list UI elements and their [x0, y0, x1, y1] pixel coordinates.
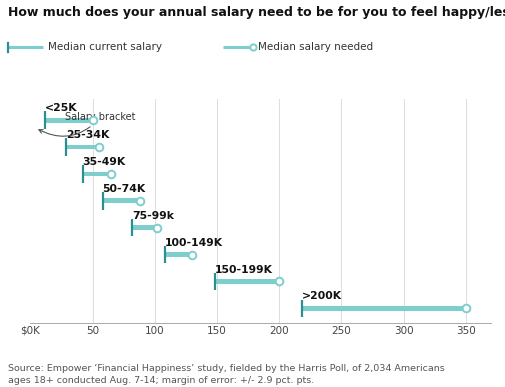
Text: 25-34K: 25-34K	[66, 130, 110, 140]
Bar	[66, 145, 98, 149]
Bar	[45, 118, 92, 123]
Bar	[103, 199, 139, 203]
Bar	[165, 252, 192, 257]
Bar	[132, 225, 157, 230]
Text: 75-99k: 75-99k	[132, 211, 174, 221]
Bar	[214, 279, 279, 284]
Text: Salary bracket: Salary bracket	[39, 112, 135, 136]
Text: Median current salary: Median current salary	[48, 42, 162, 52]
Text: Source: Empower ‘Financial Happiness’ study, fielded by the Harris Poll, of 2,03: Source: Empower ‘Financial Happiness’ st…	[8, 364, 443, 385]
Bar	[301, 306, 465, 311]
Bar	[82, 171, 111, 176]
Text: Median salary needed: Median salary needed	[258, 42, 373, 52]
Text: 50-74K: 50-74K	[103, 184, 145, 194]
Text: 35-49K: 35-49K	[82, 157, 126, 167]
Text: How much does your annual salary need to be for you to feel happy/less stressed?: How much does your annual salary need to…	[8, 6, 505, 19]
Text: >200K: >200K	[301, 291, 341, 301]
Text: 100-149K: 100-149K	[165, 238, 222, 248]
Text: <25K: <25K	[45, 103, 78, 113]
Text: 150-199K: 150-199K	[214, 265, 272, 275]
